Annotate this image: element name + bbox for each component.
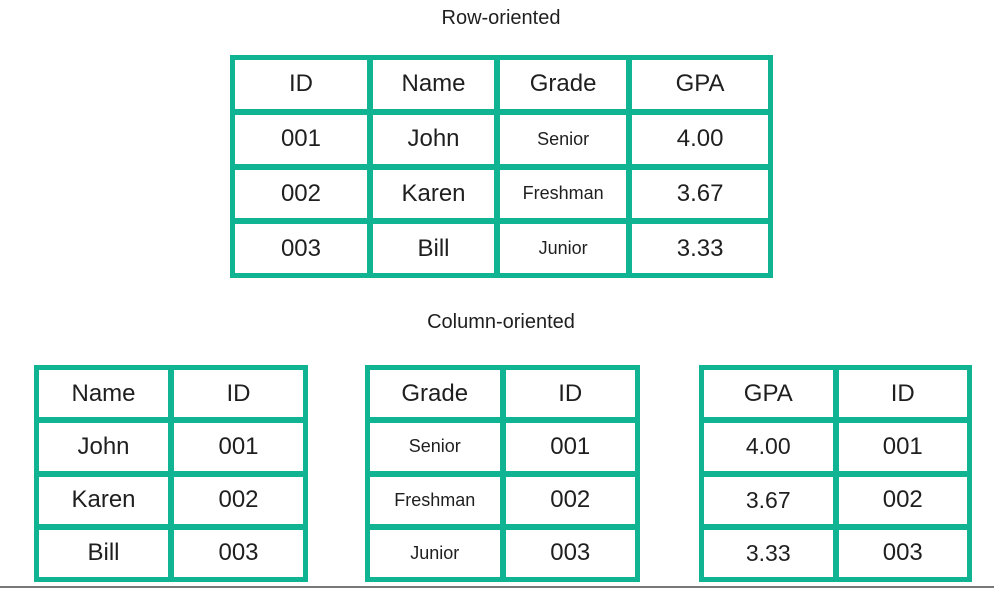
table-cell: 4.00 (704, 423, 833, 471)
table-cell: 001 (235, 114, 367, 164)
table-cell: 3.33 (632, 224, 768, 273)
header-cell-gpa: GPA (704, 370, 833, 418)
table-cell: Senior (370, 423, 500, 471)
table-cell: Bill (39, 529, 168, 577)
table-cell: 001 (174, 423, 303, 471)
table-cell: 002 (235, 169, 367, 219)
table-cell: John (39, 423, 168, 471)
table-cell: 001 (505, 423, 635, 471)
table-cell: 003 (505, 529, 635, 577)
table-cell: Senior (500, 114, 627, 164)
table-cell: 002 (505, 476, 635, 524)
table-cell: 002 (174, 476, 303, 524)
table-cell: John (372, 114, 495, 164)
header-cell-id: ID (174, 370, 303, 418)
table-cell: Freshman (500, 169, 627, 219)
column-oriented-title: Column-oriented (427, 311, 575, 333)
table-cell: 002 (838, 476, 967, 524)
table-cell: Junior (500, 224, 627, 273)
table-cell: 003 (174, 529, 303, 577)
table-cell: Karen (39, 476, 168, 524)
column-table-name: Name ID John 001 Karen 002 Bill 003 (34, 365, 308, 582)
table-cell: 001 (838, 423, 967, 471)
table-cell: 003 (235, 224, 367, 273)
row-oriented-title: Row-oriented (441, 7, 561, 29)
table-cell: 3.67 (632, 169, 768, 219)
header-cell-id: ID (838, 370, 967, 418)
header-cell-grade: Grade (370, 370, 500, 418)
header-cell-grade: Grade (500, 60, 627, 109)
table-cell: 003 (838, 529, 967, 577)
table-cell: 3.33 (704, 529, 833, 577)
table-cell: Bill (372, 224, 495, 273)
table-cell: Karen (372, 169, 495, 219)
header-cell-id: ID (235, 60, 367, 109)
row-oriented-table: ID Name Grade GPA 001 John Senior 4.00 0… (230, 55, 773, 278)
header-cell-id: ID (505, 370, 635, 418)
table-cell: Junior (370, 529, 500, 577)
column-table-gpa: GPA ID 4.00 001 3.67 002 3.33 003 (699, 365, 972, 582)
bottom-divider-line (0, 586, 994, 588)
table-cell: 4.00 (632, 114, 768, 164)
header-cell-name: Name (39, 370, 168, 418)
table-cell: 3.67 (704, 476, 833, 524)
header-cell-gpa: GPA (632, 60, 768, 109)
table-cell: Freshman (370, 476, 500, 524)
column-table-grade: Grade ID Senior 001 Freshman 002 Junior … (365, 365, 640, 582)
header-cell-name: Name (372, 60, 495, 109)
